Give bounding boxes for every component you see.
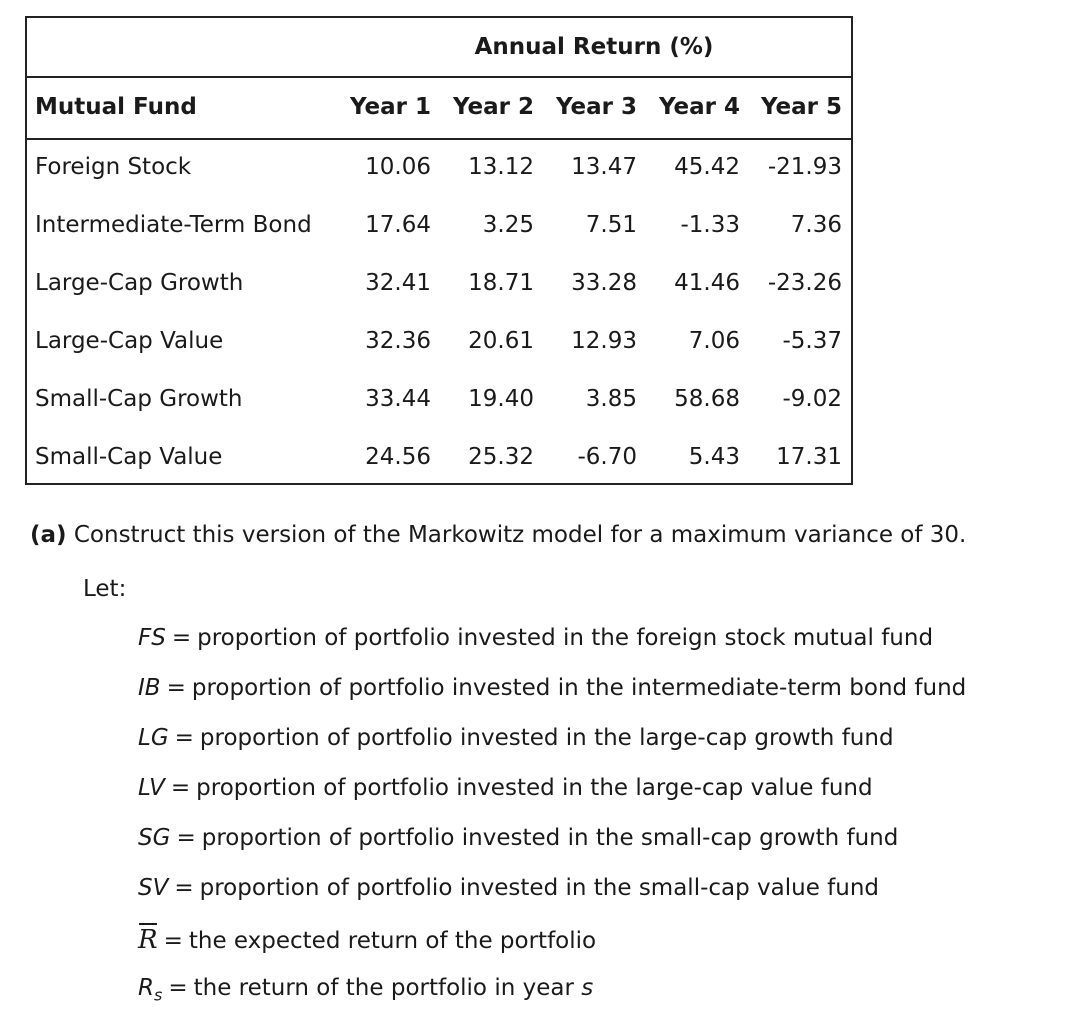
return-value: 33.44	[365, 386, 431, 412]
header-year-4: Year 4	[658, 94, 740, 120]
fund-name: Large-Cap Growth	[35, 270, 244, 296]
definition-fs: FS = proportion of portfolio invested in t…	[138, 625, 966, 675]
return-value: 10.06	[365, 154, 431, 180]
return-value: 3.25	[482, 212, 534, 238]
variable-symbol: SG	[138, 825, 171, 851]
definition-text: proportion of portfolio invested in the …	[197, 625, 934, 651]
r-bar-symbol: R	[138, 923, 158, 955]
fund-name: Small-Cap Value	[35, 444, 223, 470]
definition-rs: Rs = the return of the portfolio in year s	[138, 975, 966, 1025]
return-value: -21.93	[767, 154, 842, 180]
definition-lv: LV = proportion of portfolio invested in t…	[138, 775, 966, 825]
return-value: 5.43	[688, 444, 740, 470]
table-row: Large-Cap Value 32.36 20.61 12.93 7.06 -…	[27, 314, 851, 372]
definition-text: the expected return of the portfolio	[188, 928, 597, 954]
equals-sign: =	[171, 625, 192, 651]
return-value: -1.33	[680, 212, 740, 238]
definition-sv: SV = proportion of portfolio invested in t…	[138, 875, 966, 925]
variable-symbol: R	[138, 975, 154, 1001]
return-value: 12.93	[571, 328, 637, 354]
return-value: 3.85	[585, 386, 637, 412]
header-year-5: Year 5	[760, 94, 842, 120]
definition-ib: IB = proportion of portfolio invested in t…	[138, 675, 966, 725]
return-value: 20.61	[468, 328, 534, 354]
return-value: -23.26	[767, 270, 842, 296]
header-year-2: Year 2	[452, 94, 534, 120]
return-value: 33.28	[571, 270, 637, 296]
question-a: (a) Construct this version of the Markow…	[30, 522, 966, 548]
returns-table: Annual Return (%) Mutual Fund Year 1 Yea…	[25, 16, 853, 485]
fund-name: Intermediate-Term Bond	[35, 212, 312, 238]
return-value: 25.32	[468, 444, 534, 470]
return-value: -5.37	[782, 328, 842, 354]
definition-text: proportion of portfolio invested in the …	[196, 775, 873, 801]
equals-sign: =	[168, 975, 188, 1001]
return-value: 7.06	[688, 328, 740, 354]
equals-sign: =	[166, 675, 186, 701]
return-value: 13.47	[571, 154, 637, 180]
variable-symbol: IB	[138, 675, 161, 701]
definition-lg: LG = proportion of portfolio invested in t…	[138, 725, 966, 775]
table-row: Small-Cap Growth 33.44 19.40 3.85 58.68 …	[27, 372, 851, 430]
return-value: 7.36	[790, 212, 842, 238]
return-value: 45.42	[674, 154, 740, 180]
variable-symbol: LV	[138, 775, 165, 801]
table-row: Foreign Stock 10.06 13.12 13.47 45.42 -2…	[27, 140, 851, 198]
variable-symbol: SV	[138, 875, 169, 901]
question-text: Construct this version of the Markowitz …	[73, 522, 967, 548]
fund-name: Foreign Stock	[35, 154, 192, 180]
fund-name: Large-Cap Value	[35, 328, 224, 354]
variable-symbol: FS	[138, 625, 166, 651]
definition-text: proportion of portfolio invested in the …	[199, 725, 894, 751]
return-value: 13.12	[468, 154, 534, 180]
equals-sign: =	[176, 825, 196, 851]
return-value: 18.71	[468, 270, 534, 296]
equals-sign: =	[174, 725, 194, 751]
header-mutual-fund: Mutual Fund	[35, 94, 197, 120]
table-row: Large-Cap Growth 32.41 18.71 33.28 41.46…	[27, 256, 851, 314]
header-year-3: Year 3	[555, 94, 637, 120]
variable-definitions: FS = proportion of portfolio invested in t…	[138, 625, 966, 1025]
year-variable: s	[581, 975, 594, 1001]
definition-text: proportion of portfolio invested in the …	[201, 825, 899, 851]
equals-sign: =	[174, 875, 194, 901]
equals-sign: =	[170, 775, 191, 801]
variable-symbol: LG	[138, 725, 169, 751]
definition-r-bar: R = the expected return of the portfolio	[138, 923, 966, 975]
fund-name: Small-Cap Growth	[35, 386, 243, 412]
return-value: 24.56	[365, 444, 431, 470]
return-value: 32.41	[365, 270, 431, 296]
question-label: (a)	[30, 522, 67, 548]
return-value: 17.64	[365, 212, 431, 238]
variable-subscript: s	[153, 985, 163, 1005]
table-header-row: Mutual Fund Year 1 Year 2 Year 3 Year 4 …	[27, 78, 851, 140]
return-value: -6.70	[577, 444, 637, 470]
return-value: 17.31	[776, 444, 842, 470]
definition-text: proportion of portfolio invested in the …	[191, 675, 967, 701]
equals-sign: =	[163, 928, 183, 954]
return-value: -9.02	[782, 386, 842, 412]
return-value: 19.40	[468, 386, 534, 412]
definition-sg: SG = proportion of portfolio invested in t…	[138, 825, 966, 875]
let-label: Let:	[83, 576, 127, 602]
header-year-1: Year 1	[349, 94, 431, 120]
table-title: Annual Return (%)	[27, 18, 851, 78]
table-row: Small-Cap Value 24.56 25.32 -6.70 5.43 1…	[27, 430, 851, 488]
return-value: 32.36	[365, 328, 431, 354]
return-value: 7.51	[585, 212, 637, 238]
return-value: 41.46	[674, 270, 740, 296]
definition-text: the return of the portfolio in year	[193, 975, 574, 1001]
return-value: 58.68	[674, 386, 740, 412]
definition-text: proportion of portfolio invested in the …	[199, 875, 880, 901]
table-row: Intermediate-Term Bond 17.64 3.25 7.51 -…	[27, 198, 851, 256]
